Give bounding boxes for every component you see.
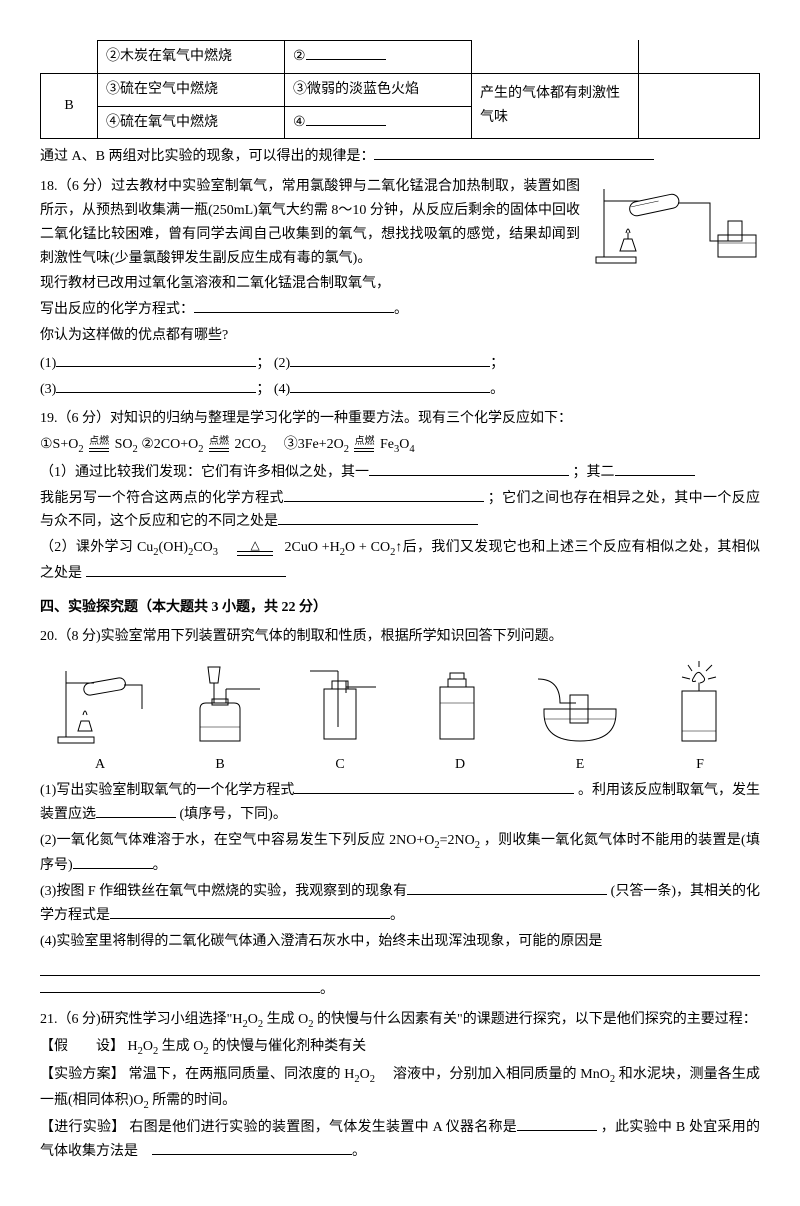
text: (1)写出实验室制取氧气的一个化学方程式 [40,783,294,798]
q18-text: 18.（6 分）过去教材中实验室制氧气，常用氯酸钾与二氧化锰混合加热制取，装置如… [40,179,580,265]
blank [294,779,574,794]
label: (4) [274,382,290,397]
apparatus-a: A [50,659,150,777]
blank [278,510,478,525]
table-experiment-17: ②木炭在氧气中燃烧 ② B ③硫在空气中燃烧 ③微弱的淡蓝色火焰 产生的气体都有… [40,40,760,139]
blank [40,978,320,993]
blank [96,803,176,818]
blank [110,904,390,919]
cell: ③微弱的淡蓝色火焰 [285,73,472,106]
label-a: A [50,753,150,777]
blank [374,145,654,160]
cell-common: 产生的气体都有刺激性气味 [472,73,639,139]
text: 所需的时间。 [152,1093,236,1108]
q19-part2: （2）课外学习 Cu2(OH)2CO3 △ 2CuO +H2O + CO2↑后，… [40,536,760,585]
cell: ④ [293,115,306,130]
blank [290,352,490,367]
label-hypothesis: 【假 设】 [40,1039,124,1054]
blank [284,487,484,502]
text: (2)一氧化氮气体难溶于水，在空气中容易发生下列反应 2NO+O [40,833,434,848]
q21: 21.（6 分)研究性学习小组选择"H2O2 生成 O2 的快慢与什么因素有关"… [40,1008,760,1164]
blank [306,111,386,126]
label: (3) [40,382,56,397]
label-e: E [530,753,630,777]
q18-text3: 写出反应的化学方程式： [40,302,194,317]
q20-apparatus-row: A B C [40,659,760,777]
cell: ②木炭在氧气中燃烧 [98,41,285,74]
q20-head: 20.（8 分)实验室常用下列装置研究气体的制取和性质，根据所学知识回答下列问题… [40,625,760,649]
apparatus-f: F [650,659,750,777]
text: 右图是他们进行实验的装置图，气体发生装置中 A 仪器名称是 [129,1120,517,1135]
blank [517,1116,597,1131]
q19-equations: ①S+O2 点燃 SO2 ②2CO+O2 点燃 2CO2 ③3Fe+2O2 点燃… [40,433,760,459]
text: ；其二 [573,465,615,480]
label: (1) [40,356,56,371]
text: （1）通过比较我们发现：它们有许多相似之处，其一 [40,465,369,480]
blank [194,298,394,313]
blank [615,461,695,476]
text: 21.（6 分)研究性学习小组选择"H [40,1012,243,1027]
blank [56,352,256,367]
apparatus-c: C [290,659,390,777]
cell: ③硫在空气中燃烧 [98,73,285,106]
text: 的快慢与什么因素有关"的课题进行探究，以下是他们探究的主要过程： [317,1012,757,1027]
reaction-arrow-triangle: △ [237,539,273,556]
q18: 18.（6 分）过去教材中实验室制氧气，常用氯酸钾与二氧化锰混合加热制取，装置如… [40,175,760,401]
apparatus-b: B [170,659,270,777]
label-plan: 【实验方案】 [40,1067,125,1082]
blank [407,880,607,895]
text: 生成 O [267,1012,309,1027]
blank [290,378,490,393]
label-b: B [170,753,270,777]
blank [306,45,386,60]
label-d: D [410,753,510,777]
cell: ④硫在氧气中燃烧 [98,106,285,139]
q18-text4: 你认为这样做的优点都有哪些? [40,324,760,348]
cell-group-b: B [41,73,98,139]
blank [73,854,153,869]
text: (填序号，下同)。 [180,807,287,822]
blank [86,562,286,577]
apparatus-d: D [410,659,510,777]
blank [369,461,569,476]
text: (4)实验室里将制得的二氧化碳气体通入澄清石灰水中，始终未出现浑浊现象，可能的原… [40,934,602,949]
label-c: C [290,753,390,777]
text: (3)按图 F 作细铁丝在氧气中燃烧的实验，我观察到的现象有 [40,884,407,899]
q19-head: 19.（6 分）对知识的归纳与整理是学习化学的一种重要方法。现有三个化学反应如下… [40,407,760,431]
blank [152,1140,352,1155]
q18-figure [590,179,760,269]
q18-text2: 现行教材已改用过氧化氢溶液和二氧化锰混合制取氧气， [40,272,760,296]
label-experiment: 【进行实验】 [40,1120,126,1135]
text: 的快慢与催化剂种类有关 [212,1039,366,1054]
q19: 19.（6 分）对知识的归纳与整理是学习化学的一种重要方法。现有三个化学反应如下… [40,407,760,585]
label-f: F [650,753,750,777]
section-4-title: 四、实验探究题（本大题共 3 小题，共 22 分） [40,596,760,620]
q20: 20.（8 分)实验室常用下列装置研究气体的制取和性质，根据所学知识回答下列问题… [40,625,760,1001]
q17-conclusion: 通过 A、B 两组对比实验的现象，可以得出的规律是： [40,145,760,169]
apparatus-e: E [530,659,630,777]
blank [56,378,256,393]
label: (2) [274,356,290,371]
cell: ② [293,49,306,64]
blank-line [40,955,760,976]
text: 我能另写一个符合这两点的化学方程式 [40,491,284,506]
